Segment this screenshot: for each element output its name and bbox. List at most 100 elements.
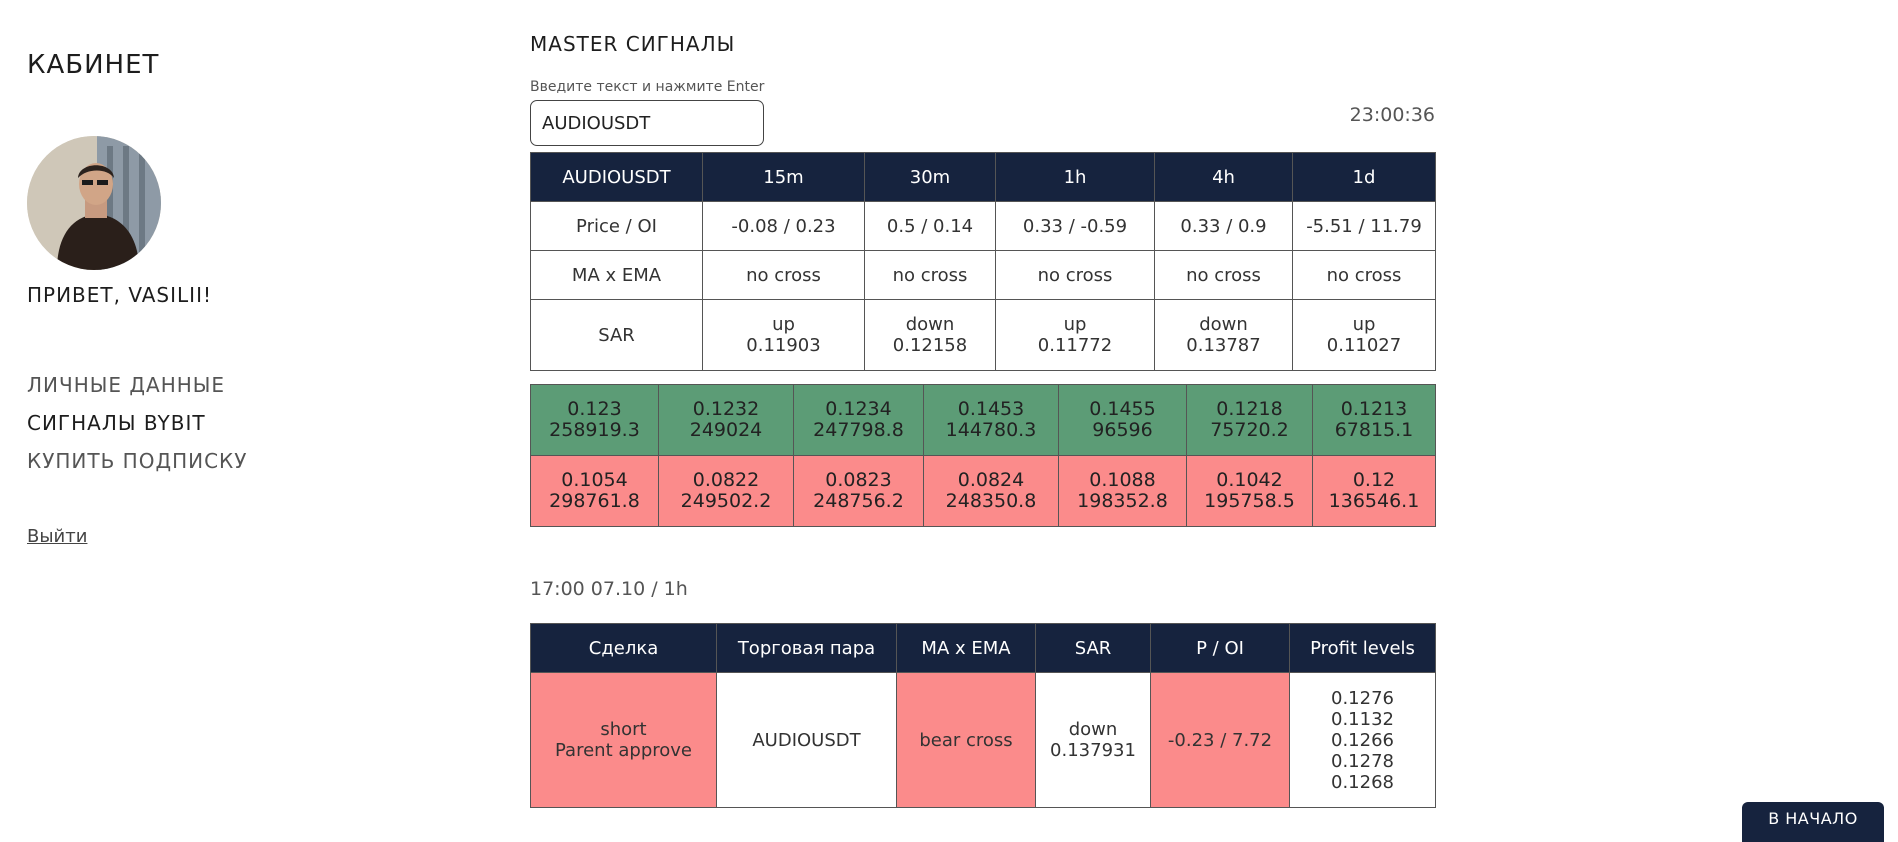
price: 0.1213	[1340, 398, 1408, 420]
row-label-price-oi: Price / OI	[530, 201, 703, 251]
volume: 248350.8	[945, 490, 1037, 512]
sar-cell: down 0.12158	[864, 299, 996, 371]
cell: no cross	[1292, 250, 1436, 300]
table-row: Price / OI -0.08 / 0.23 0.5 / 0.14 0.33 …	[530, 201, 1436, 251]
price: 0.1218	[1216, 398, 1283, 420]
row-label-sar: SAR	[530, 299, 703, 371]
deal-note: Parent approve	[555, 740, 692, 761]
table-row: MA x EMA no cross no cross no cross no c…	[530, 250, 1436, 300]
sar-direction: down	[905, 314, 955, 335]
ma-ema-cell: bear cross	[896, 672, 1036, 808]
header-30m: 30m	[864, 152, 996, 202]
profit-level: 0.1132	[1331, 708, 1394, 730]
table-row: SAR up 0.11903 down 0.12158 up 0.11772 down…	[530, 299, 1436, 371]
orderbook-asks-row: 0.1054 298761.8 0.0822 249502.2 0.0823 2487…	[530, 455, 1436, 527]
orderbook-cell: 0.1455 96596	[1058, 384, 1187, 456]
cell: 0.5 / 0.14	[864, 201, 996, 251]
volume: 249024	[689, 419, 763, 441]
volume: 258919.3	[549, 419, 640, 441]
volume: 144780.3	[945, 419, 1037, 441]
profit-level: 0.1268	[1331, 771, 1394, 793]
cell: 0.33 / -0.59	[995, 201, 1155, 251]
cell: no cross	[864, 250, 996, 300]
orderbook-cell: 0.1042 195758.5	[1186, 455, 1313, 527]
volume: 198352.8	[1077, 490, 1168, 512]
greeting: ПРИВЕТ, VASILII!	[27, 283, 212, 307]
sar-direction: down	[1068, 719, 1118, 740]
table-row: short Parent approve AUDIOUSDT bear cross…	[530, 672, 1436, 808]
profit-level: 0.1276	[1331, 687, 1394, 709]
signal-header-row: Сделка Торговая пара MA x EMA SAR P / OI…	[530, 623, 1436, 673]
orderbook-table: 0.123 258919.3 0.1232 249024 0.1234 247798.…	[530, 384, 1436, 527]
orderbook-cell: 0.1218 75720.2	[1186, 384, 1313, 456]
cell: -0.08 / 0.23	[702, 201, 865, 251]
price: 0.0823	[825, 469, 892, 491]
avatar	[27, 136, 161, 270]
orderbook-bids-row: 0.123 258919.3 0.1232 249024 0.1234 247798.…	[530, 384, 1436, 456]
profit-levels-cell: 0.1276 0.1132 0.1266 0.1278 0.1268	[1289, 672, 1436, 808]
sar-value: 0.137931	[1050, 740, 1136, 761]
cell: no cross	[1154, 250, 1293, 300]
p-oi-cell: -0.23 / 7.72	[1150, 672, 1290, 808]
menu-item-bybit-signals[interactable]: СИГНАЛЫ BYBIT	[27, 411, 206, 435]
volume: 249502.2	[680, 490, 772, 512]
orderbook-cell: 0.1234 247798.8	[793, 384, 924, 456]
pair-cell: AUDIOUSDT	[716, 672, 897, 808]
price: 0.1088	[1089, 469, 1156, 491]
header-deal: Сделка	[530, 623, 717, 673]
signal-timestamp: 17:00 07.10 / 1h	[530, 578, 688, 600]
deal-side: short	[600, 719, 647, 740]
price: 0.1453	[957, 398, 1025, 420]
deal-cell: short Parent approve	[530, 672, 717, 808]
sar-value: 0.11027	[1326, 335, 1402, 356]
price: 0.12	[1352, 469, 1396, 491]
menu-item-buy-subscription[interactable]: КУПИТЬ ПОДПИСКУ	[27, 449, 248, 473]
price: 0.0824	[957, 469, 1025, 491]
volume: 248756.2	[813, 490, 904, 512]
orderbook-cell: 0.1232 249024	[658, 384, 794, 456]
orderbook-cell: 0.1453 144780.3	[923, 384, 1059, 456]
sar-direction: down	[1199, 314, 1248, 335]
menu-item-personal-data[interactable]: ЛИЧНЫЕ ДАННЫЕ	[27, 373, 226, 397]
clock: 23:00:36	[1349, 104, 1435, 126]
row-label-ma-ema: MA x EMA	[530, 250, 703, 300]
price: 0.1232	[692, 398, 760, 420]
timeframes-table: AUDIOUSDT 15m 30m 1h 4h 1d Price / OI -0…	[530, 152, 1436, 371]
header-15m: 15m	[702, 152, 865, 202]
orderbook-cell: 0.0822 249502.2	[658, 455, 794, 527]
header-1h: 1h	[995, 152, 1155, 202]
volume: 67815.1	[1334, 419, 1414, 441]
to-top-button[interactable]: В НАЧАЛО	[1742, 802, 1884, 842]
profit-level: 0.1278	[1331, 750, 1394, 772]
orderbook-cell: 0.1088 198352.8	[1058, 455, 1187, 527]
price: 0.1234	[825, 398, 892, 420]
sar-direction: up	[1063, 314, 1087, 335]
sar-cell: up 0.11903	[702, 299, 865, 371]
price: 0.1455	[1089, 398, 1156, 420]
sar-direction: up	[1352, 314, 1376, 335]
logout-link[interactable]: Выйти	[27, 526, 88, 547]
signal-table: Сделка Торговая пара MA x EMA SAR P / OI…	[530, 623, 1436, 808]
sar-value: 0.13787	[1186, 335, 1261, 356]
sar-value: 0.11772	[1037, 335, 1113, 356]
orderbook-cell: 0.12 136546.1	[1312, 455, 1436, 527]
volume: 96596	[1092, 419, 1153, 441]
header-ma-ema: MA x EMA	[896, 623, 1036, 673]
search-label: Введите текст и нажмите Enter	[530, 79, 765, 95]
avatar-photo-icon	[27, 136, 161, 270]
orderbook-cell: 0.0824 248350.8	[923, 455, 1059, 527]
cabinet-title: КАБИНЕТ	[27, 50, 160, 80]
sar-cell: up 0.11772	[995, 299, 1155, 371]
volume: 247798.8	[813, 419, 904, 441]
header-sar: SAR	[1035, 623, 1151, 673]
price: 0.123	[567, 398, 622, 420]
cell: 0.33 / 0.9	[1154, 201, 1293, 251]
volume: 136546.1	[1328, 490, 1420, 512]
sar-value: 0.12158	[892, 335, 968, 356]
search-input[interactable]	[530, 100, 764, 146]
header-symbol: AUDIOUSDT	[530, 152, 703, 202]
price: 0.1042	[1216, 469, 1283, 491]
orderbook-cell: 0.0823 248756.2	[793, 455, 924, 527]
sar-direction: up	[772, 314, 795, 335]
sar-value: 0.11903	[746, 335, 821, 356]
